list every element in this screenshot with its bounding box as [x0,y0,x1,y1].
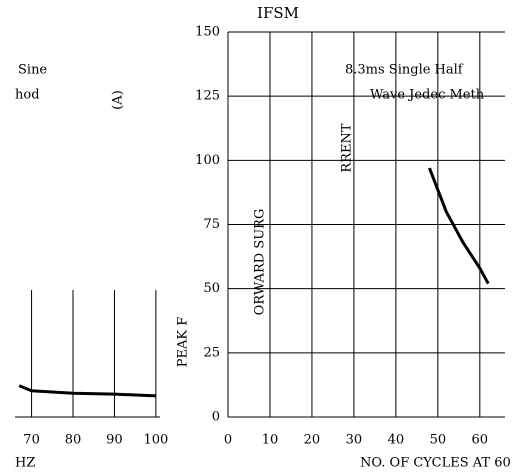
x-tick-label: 100 [143,433,168,448]
x-tick-label: 60 [472,433,489,448]
y-tick-label: 125 [195,89,220,104]
y-tick-label: 25 [203,345,220,360]
x-tick-label: 70 [23,433,40,448]
data-line [428,167,490,285]
x-tick-label: 80 [65,433,82,448]
annotation: 8.3ms Single Half [345,63,464,78]
x-tick-label: 30 [346,433,363,448]
y-tick-label: 50 [203,281,220,296]
y-tick-label: 0 [212,410,220,425]
x-tick-label: 40 [388,433,405,448]
y-axis-label: (A) [111,90,126,110]
x-tick-label: 20 [304,433,321,448]
x-tick-label: 50 [430,433,447,448]
annotation: hod [15,88,40,103]
y-tick-label: 100 [195,153,220,168]
y-axis-label: RRENT [340,123,355,172]
x-tick-label: 10 [262,433,279,448]
y-tick-label: 150 [195,25,220,40]
annotation: Wave Jedec Meth [370,88,485,103]
x-axis-label: NO. OF CYCLES AT 60 [360,456,511,471]
data-line [18,384,156,398]
annotation: Sine [18,63,47,78]
x-tick-label: 90 [106,433,123,448]
x-axis-label: HZ [15,456,35,471]
x-tick-label: 0 [224,433,232,448]
y-axis-label: PEAK F [176,317,191,368]
y-tick-label: 75 [203,217,220,232]
chart-title: IFSM [257,4,299,22]
